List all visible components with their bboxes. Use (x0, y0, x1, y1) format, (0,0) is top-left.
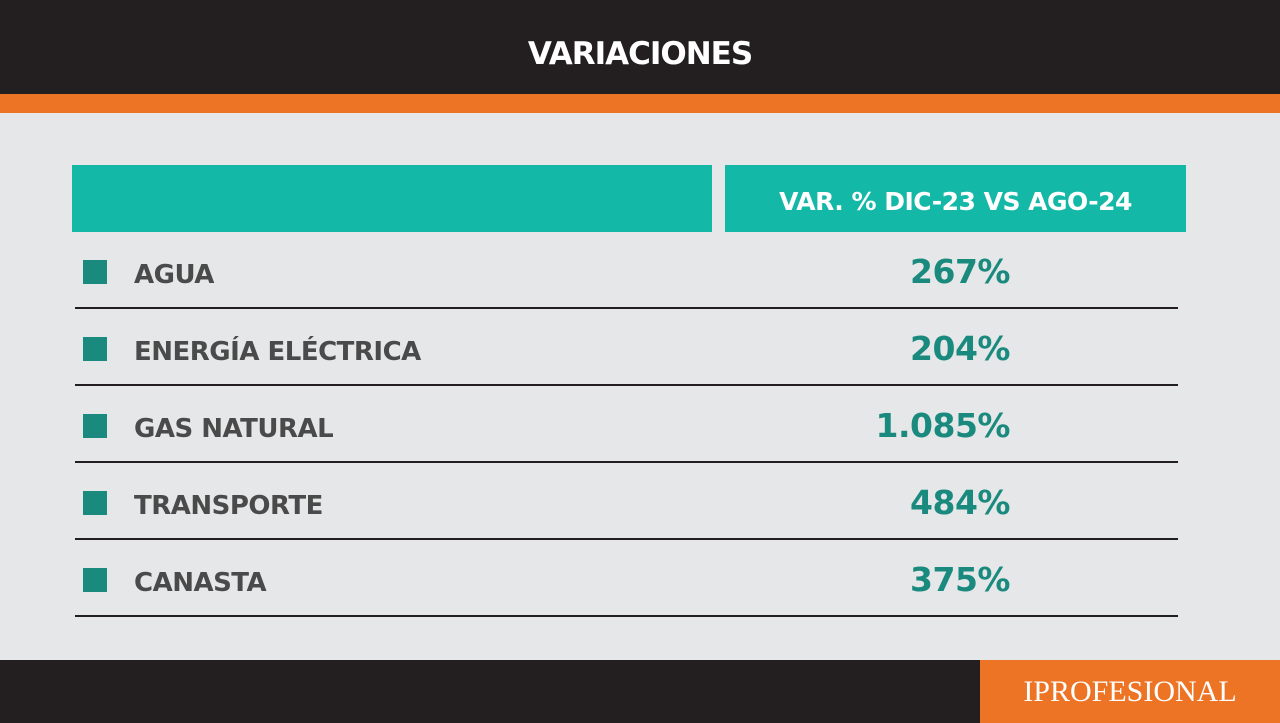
table-row: TRANSPORTE 484% (75, 463, 1178, 540)
row-value: 204% (910, 329, 1010, 368)
title: VARIACIONES (0, 0, 1280, 94)
table-row: CANASTA 375% (75, 540, 1178, 617)
row-label: AGUA (134, 260, 214, 290)
brand: IPROFESIONAL (980, 660, 1280, 723)
row-value: 375% (910, 560, 1010, 599)
bullet (83, 568, 107, 592)
column-header: VAR. % DIC-23 VS AGO-24 (725, 165, 1186, 232)
row-label: TRANSPORTE (134, 491, 323, 521)
table-row: GAS NATURAL 1.085% (75, 386, 1178, 463)
bullet (83, 491, 107, 515)
row-label: CANASTA (134, 568, 267, 598)
row-label: GAS NATURAL (134, 414, 334, 444)
table-row: ENERGÍA ELÉCTRICA 204% (75, 309, 1178, 386)
row-value: 484% (910, 483, 1010, 522)
table-row: AGUA 267% (75, 232, 1178, 309)
bullet (83, 414, 107, 438)
accent-bar (0, 94, 1280, 113)
row-value: 267% (910, 252, 1010, 291)
bullet (83, 337, 107, 361)
header-cell (72, 165, 712, 232)
row-value: 1.085% (875, 406, 1011, 445)
bullet (83, 260, 107, 284)
row-label: ENERGÍA ELÉCTRICA (134, 337, 421, 367)
